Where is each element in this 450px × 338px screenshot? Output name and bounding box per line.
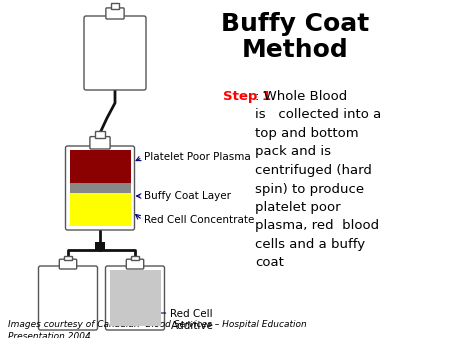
Bar <box>95 242 105 250</box>
Text: Buffy Coat: Buffy Coat <box>221 12 369 36</box>
Text: Images courtesy of Canadian  Blood Services – Hospital Education
Presentation 20: Images courtesy of Canadian Blood Servic… <box>8 320 307 338</box>
FancyBboxPatch shape <box>59 259 76 269</box>
FancyBboxPatch shape <box>84 16 146 90</box>
Bar <box>109 270 161 326</box>
Text: Platelet Poor Plasma: Platelet Poor Plasma <box>144 152 251 162</box>
Text: Red Cell Concentrate: Red Cell Concentrate <box>144 215 255 225</box>
Text: Buffy Coat Layer: Buffy Coat Layer <box>144 191 231 201</box>
Text: Red Cell
Additive: Red Cell Additive <box>171 309 213 331</box>
Bar <box>69 150 130 183</box>
Bar <box>131 256 139 260</box>
FancyBboxPatch shape <box>106 8 124 19</box>
Bar <box>95 131 105 138</box>
Bar <box>69 193 130 226</box>
Text: : Whole Blood
is   collected into a
top and bottom
pack and is
centrifuged (hard: : Whole Blood is collected into a top an… <box>255 90 381 269</box>
Bar <box>64 256 72 260</box>
FancyBboxPatch shape <box>90 137 110 149</box>
Bar <box>69 183 130 193</box>
FancyBboxPatch shape <box>105 266 165 330</box>
FancyBboxPatch shape <box>66 146 135 230</box>
Text: Step 1: Step 1 <box>223 90 271 103</box>
FancyBboxPatch shape <box>126 259 144 269</box>
Text: Method: Method <box>242 38 348 62</box>
Bar <box>111 3 119 9</box>
FancyBboxPatch shape <box>39 266 98 330</box>
